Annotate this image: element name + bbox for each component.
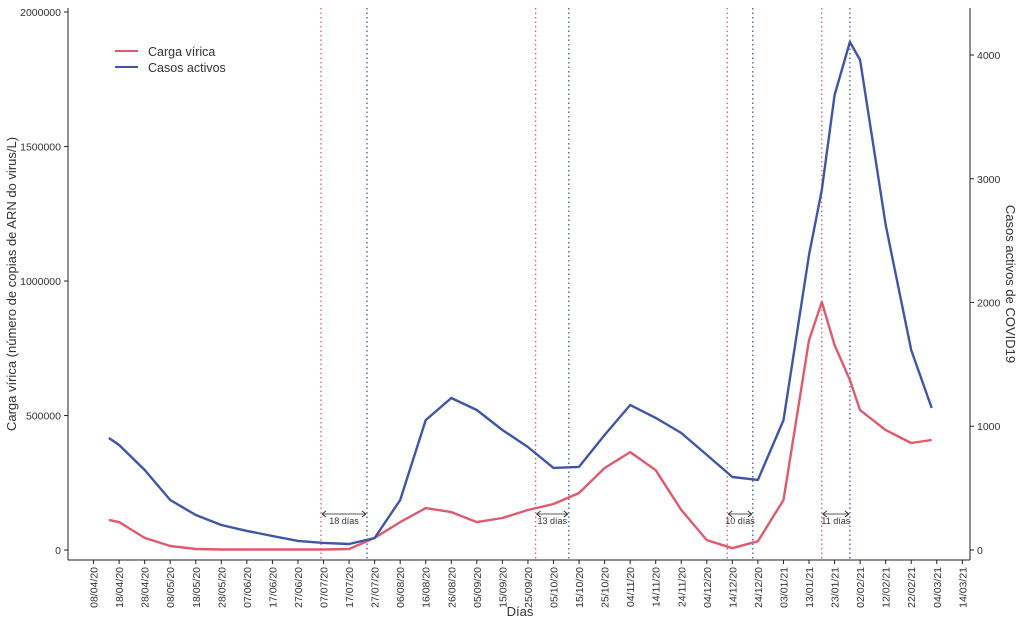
y-tick-label: 0: [55, 545, 61, 557]
x-tick-label: 15/09/20: [497, 567, 509, 608]
x-tick-label: 08/04/20: [89, 567, 101, 608]
y-axis-title: Carga vírica (número de copias de ARN do…: [4, 137, 19, 431]
x-tick-label: 08/05/20: [165, 567, 177, 608]
x-tick-label: 05/09/20: [472, 567, 484, 608]
x-tick-label: 28/04/20: [140, 567, 152, 608]
x-tick-label: 14/03/21: [957, 567, 969, 608]
y2-tick-label: 1000: [977, 421, 1001, 433]
x-tick-label: 14/12/20: [727, 567, 739, 608]
x-tick-label: 13/01/21: [804, 567, 816, 608]
x-tick-label: 23/01/21: [830, 567, 842, 608]
x-tick-label: 25/09/20: [523, 567, 535, 608]
x-tick-label: 27/06/20: [293, 567, 305, 608]
x-tick-label: 04/11/20: [625, 567, 637, 607]
x-tick-label: 18/05/20: [191, 567, 203, 608]
x-tick-label: 25/10/20: [600, 567, 612, 608]
interval-label: 13 días: [537, 516, 567, 526]
x-tick-label: 03/01/21: [778, 567, 790, 608]
x-tick-label: 02/02/21: [855, 567, 867, 608]
x-tick-label: 16/08/20: [421, 567, 433, 608]
arrow-head: [822, 510, 850, 518]
interval-label: 11 días: [821, 516, 850, 526]
x-tick-label: 12/02/21: [881, 567, 893, 608]
interval-label: 10 días: [725, 516, 755, 526]
y-tick-label: 2000000: [20, 7, 61, 19]
x-tick-label: 07/07/20: [319, 567, 331, 608]
x-tick-label: 17/06/20: [267, 567, 279, 608]
y2-tick-label: 0: [977, 545, 983, 557]
y2-axis-title: Casos activos de COVID19: [1003, 205, 1018, 363]
y2-tick-label: 3000: [977, 174, 1001, 186]
y-tick-label: 500000: [26, 411, 61, 423]
x-axis-title: Días: [507, 604, 534, 619]
y2-tick-label: 2000: [977, 297, 1001, 309]
x-tick-label: 04/12/20: [702, 567, 714, 608]
x-tick-label: 14/11/20: [651, 567, 663, 607]
x-tick-label: 18/04/20: [114, 567, 126, 608]
x-tick-label: 24/11/20: [676, 567, 688, 607]
x-tick-label: 04/03/21: [932, 567, 944, 608]
y-tick-label: 1000000: [20, 276, 61, 288]
x-tick-label: 24/12/20: [753, 567, 765, 608]
arrow-head: [727, 510, 753, 518]
x-tick-label: 28/05/20: [216, 567, 228, 608]
x-tick-label: 15/10/20: [574, 567, 586, 608]
y-tick-label: 1500000: [20, 142, 61, 154]
x-tick-label: 06/08/20: [395, 567, 407, 608]
x-tick-label: 05/10/20: [548, 567, 560, 608]
legend-label: Carga vírica: [148, 45, 215, 59]
interval-label: 18 días: [329, 516, 359, 526]
x-tick-label: 26/08/20: [446, 567, 458, 608]
x-tick-label: 07/06/20: [242, 567, 254, 608]
legend-label: Casos activos: [148, 61, 226, 75]
arrow-head: [321, 510, 367, 518]
x-tick-label: 17/07/20: [344, 567, 356, 608]
x-tick-label: 22/02/21: [906, 567, 918, 608]
series-line: [108, 300, 932, 551]
arrow-head: [535, 510, 569, 518]
y2-tick-label: 4000: [977, 50, 1001, 62]
series-line: [108, 40, 933, 546]
x-tick-label: 27/07/20: [370, 567, 382, 608]
